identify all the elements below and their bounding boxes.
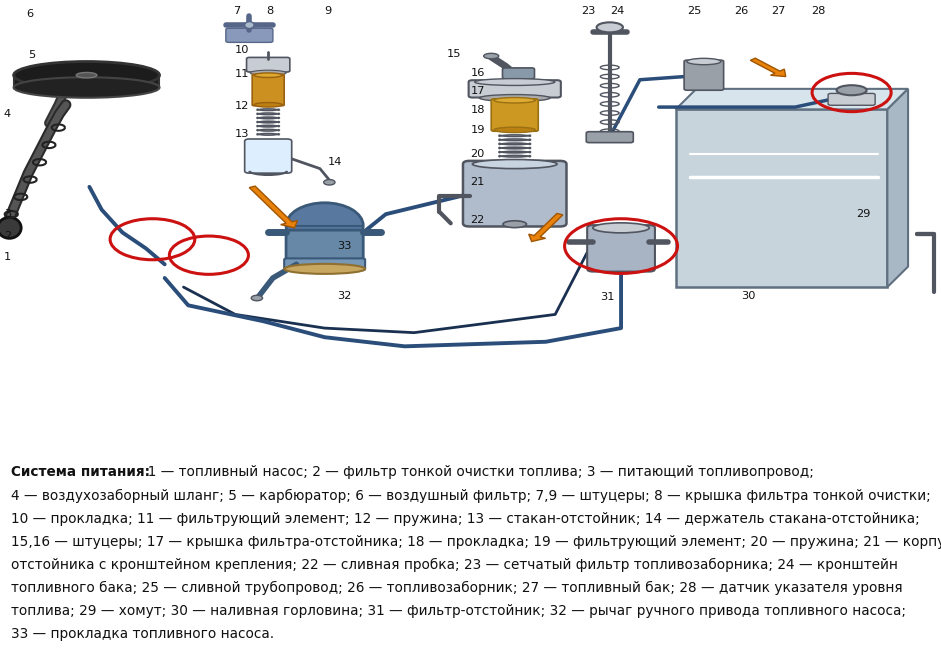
FancyBboxPatch shape <box>469 80 561 98</box>
Ellipse shape <box>14 61 160 89</box>
Text: 8: 8 <box>266 7 274 16</box>
Ellipse shape <box>76 72 97 78</box>
Text: 1: 1 <box>4 253 11 262</box>
FancyArrow shape <box>249 186 297 228</box>
Text: 33 — прокладка топливного насоса.: 33 — прокладка топливного насоса. <box>11 627 275 641</box>
Text: 21: 21 <box>470 177 485 187</box>
Text: 14: 14 <box>327 157 342 167</box>
Ellipse shape <box>284 264 365 274</box>
FancyBboxPatch shape <box>586 132 633 143</box>
Text: 2: 2 <box>4 230 11 241</box>
Text: 3: 3 <box>4 209 11 219</box>
FancyBboxPatch shape <box>245 139 292 173</box>
Text: 12: 12 <box>235 101 249 111</box>
FancyBboxPatch shape <box>491 99 538 132</box>
Text: 9: 9 <box>325 7 332 16</box>
Polygon shape <box>676 109 887 287</box>
Text: 5: 5 <box>28 49 36 60</box>
Text: 19: 19 <box>470 125 485 135</box>
Text: 26: 26 <box>734 7 748 16</box>
Text: 6: 6 <box>26 8 34 19</box>
Text: 25: 25 <box>687 7 701 16</box>
Polygon shape <box>887 89 908 287</box>
Ellipse shape <box>245 21 254 29</box>
FancyBboxPatch shape <box>463 161 566 227</box>
Text: 27: 27 <box>772 7 786 16</box>
FancyBboxPatch shape <box>247 57 290 72</box>
Ellipse shape <box>837 85 867 95</box>
Text: 1 — топливный насос; 2 — фильтр тонкой очистки топлива; 3 — питающий топливопров: 1 — топливный насос; 2 — фильтр тонкой о… <box>139 465 814 480</box>
Text: 10 — прокладка; 11 — фильтрующий элемент; 12 — пружина; 13 — стакан-отстойник; 1: 10 — прокладка; 11 — фильтрующий элемент… <box>11 512 920 525</box>
Text: 20: 20 <box>470 149 485 159</box>
Polygon shape <box>676 89 908 109</box>
Text: 32: 32 <box>337 291 351 301</box>
FancyBboxPatch shape <box>684 60 724 90</box>
Text: Система питания:: Система питания: <box>11 465 151 480</box>
Ellipse shape <box>494 98 535 103</box>
Text: 15: 15 <box>447 49 461 59</box>
Ellipse shape <box>597 22 623 33</box>
Ellipse shape <box>251 296 263 301</box>
Text: 31: 31 <box>600 292 614 302</box>
Text: 33: 33 <box>337 241 351 251</box>
Ellipse shape <box>503 221 527 228</box>
Text: отстойника с кронштейном крепления; 22 — сливная пробка; 23 — сетчатый фильтр то: отстойника с кронштейном крепления; 22 —… <box>11 558 898 572</box>
Text: 4: 4 <box>4 109 11 119</box>
Text: 4 — воздухозаборный шланг; 5 — карбюратор; 6 — воздушный фильтр; 7,9 — штуцеры; : 4 — воздухозаборный шланг; 5 — карбюрато… <box>11 488 931 503</box>
Ellipse shape <box>254 73 282 77</box>
Text: 7: 7 <box>233 7 241 16</box>
Ellipse shape <box>0 217 21 238</box>
FancyArrow shape <box>529 214 563 242</box>
Ellipse shape <box>14 77 160 98</box>
Ellipse shape <box>475 79 555 85</box>
Ellipse shape <box>286 203 363 249</box>
Text: 24: 24 <box>610 7 624 16</box>
Text: 29: 29 <box>856 209 870 219</box>
FancyBboxPatch shape <box>284 258 365 270</box>
FancyBboxPatch shape <box>286 230 363 264</box>
Ellipse shape <box>324 180 335 185</box>
FancyBboxPatch shape <box>0 0 941 456</box>
Ellipse shape <box>250 70 286 76</box>
Text: 11: 11 <box>235 69 249 79</box>
FancyBboxPatch shape <box>226 28 273 42</box>
Ellipse shape <box>484 53 499 59</box>
FancyBboxPatch shape <box>252 74 284 105</box>
Text: 22: 22 <box>470 215 485 225</box>
Text: топлива; 29 — хомут; 30 — наливная горловина; 31 — фильтр-отстойник; 32 — рычаг : топлива; 29 — хомут; 30 — наливная горло… <box>11 603 906 618</box>
Ellipse shape <box>687 59 721 64</box>
FancyBboxPatch shape <box>587 225 655 271</box>
Ellipse shape <box>593 223 649 233</box>
Text: 28: 28 <box>811 7 825 16</box>
Text: топливного бака; 25 — сливной трубопровод; 26 — топливозаборник; 27 — топливный : топливного бака; 25 — сливной трубопрово… <box>11 581 903 595</box>
Ellipse shape <box>254 102 282 107</box>
Ellipse shape <box>472 159 557 169</box>
Text: 16: 16 <box>470 68 485 78</box>
FancyBboxPatch shape <box>828 93 875 105</box>
Polygon shape <box>14 76 159 87</box>
Text: 15,16 — штуцеры; 17 — крышка фильтра-отстойника; 18 — прокладка; 19 — фильтрующи: 15,16 — штуцеры; 17 — крышка фильтра-отс… <box>11 534 941 549</box>
FancyBboxPatch shape <box>502 68 534 79</box>
FancyArrow shape <box>750 58 786 77</box>
Text: 18: 18 <box>470 105 485 115</box>
Text: 30: 30 <box>742 291 756 301</box>
Ellipse shape <box>480 94 550 102</box>
Text: 23: 23 <box>582 7 596 16</box>
Text: 17: 17 <box>470 86 485 96</box>
Text: 13: 13 <box>235 130 249 139</box>
Text: 10: 10 <box>235 45 249 55</box>
Ellipse shape <box>494 127 535 133</box>
